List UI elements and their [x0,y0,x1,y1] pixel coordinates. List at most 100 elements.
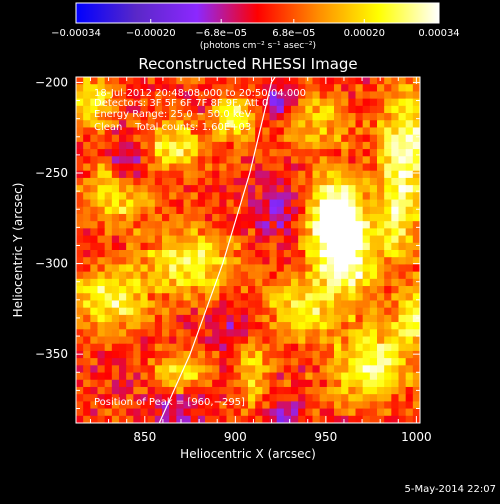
heatmap-cell [377,358,385,366]
heatmap-cell [248,336,256,345]
heatmap-cell [369,329,378,338]
heatmap-cell [298,199,306,208]
heatmap-cell [111,386,120,395]
heatmap-cell [162,206,170,215]
heatmap-cell [111,120,120,129]
heatmap-cell [248,213,256,222]
heatmap-cell [197,228,206,237]
heatmap-cell [362,91,371,100]
heatmap-cell [90,192,99,201]
heatmap-cell [205,149,213,157]
heatmap-cell [183,206,192,215]
heatmap-cell [305,358,314,366]
heatmap-cell [326,120,335,129]
heatmap-cell [197,257,206,266]
heatmap-cell [126,235,134,244]
heatmap-cell [154,105,163,114]
heatmap-cell [412,394,420,402]
heatmap-cell [133,235,142,244]
heatmap-cell [369,192,378,201]
heatmap-cell [362,307,371,316]
heatmap-cell [126,98,134,107]
heatmap-cell [262,149,271,157]
heatmap-cell [391,250,400,258]
heatmap-cell [283,91,292,100]
heatmap-cell [233,278,242,287]
heatmap-cell [276,163,285,172]
heatmap-cell [283,98,292,107]
heatmap-cell [126,386,134,395]
heatmap-cell [326,264,335,273]
heatmap-cell [269,314,278,323]
heatmap-cell [391,127,400,136]
heatmap-cell [305,415,314,423]
heatmap-cell [355,257,364,266]
heatmap-cell [176,408,185,417]
heatmap-cell [355,77,364,85]
heatmap-cell [391,336,400,345]
heatmap-cell [83,228,91,237]
annotation-line: Detectors: 3F 5F 6F 7F 8F 9F, Att 0 [94,98,268,109]
heatmap-cell [162,300,170,309]
heatmap-cell [398,264,407,273]
heatmap-cell [119,293,127,302]
heatmap-cell [412,322,420,330]
heatmap-cell [212,264,220,273]
heatmap-cell [405,286,414,294]
heatmap-cell [362,206,371,215]
heatmap-cell [119,350,127,359]
heatmap-cell [126,156,134,165]
heatmap-cell [126,278,134,287]
heatmap-cell [298,221,306,229]
heatmap-cell [176,379,185,388]
heatmap-cell [305,271,314,280]
heatmap-cell [212,127,220,136]
heatmap-cell [398,365,407,374]
heatmap-cell [233,365,242,374]
heatmap-cell [291,408,299,417]
heatmap-cell [169,149,177,157]
heatmap-cell [154,386,163,395]
heatmap-cell [233,250,242,258]
heatmap-cell [377,264,385,273]
heatmap-cell [283,192,292,201]
heatmap-cell [262,264,271,273]
heatmap-cell [276,350,285,359]
heatmap-cell [183,185,192,193]
heatmap-cell [176,278,185,287]
heatmap-cell [133,192,142,201]
heatmap-cell [226,141,235,150]
heatmap-cell [126,163,134,172]
heatmap-cell [412,235,420,244]
heatmap-cell [362,127,371,136]
heatmap-cell [326,199,335,208]
heatmap-cell [233,293,242,302]
heatmap-cell [255,271,263,280]
heatmap-cell [248,120,256,129]
heatmap-cell [190,170,199,179]
heatmap-cell [334,286,342,294]
heatmap-cell [305,185,314,193]
heatmap-cell [319,221,328,229]
heatmap-cell [362,314,371,323]
heatmap-cell [83,192,91,201]
heatmap-cell [312,206,321,215]
heatmap-cell [355,213,364,222]
heatmap-cell [133,91,142,100]
heatmap-cell [147,386,156,395]
heatmap-cell [162,286,170,294]
heatmap-cell [312,358,321,366]
heatmap-cell [176,250,185,258]
heatmap-cell [255,343,263,352]
heatmap-cell [283,257,292,266]
heatmap-cell [119,365,127,374]
heatmap-cell [183,394,192,402]
heatmap-cell [341,264,349,273]
heatmap-cell [226,213,235,222]
heatmap-cell [111,228,120,237]
heatmap-cell [212,286,220,294]
heatmap-cell [126,242,134,251]
heatmap-cell [298,343,306,352]
heatmap-cell [111,372,120,381]
heatmap-cell [133,257,142,266]
